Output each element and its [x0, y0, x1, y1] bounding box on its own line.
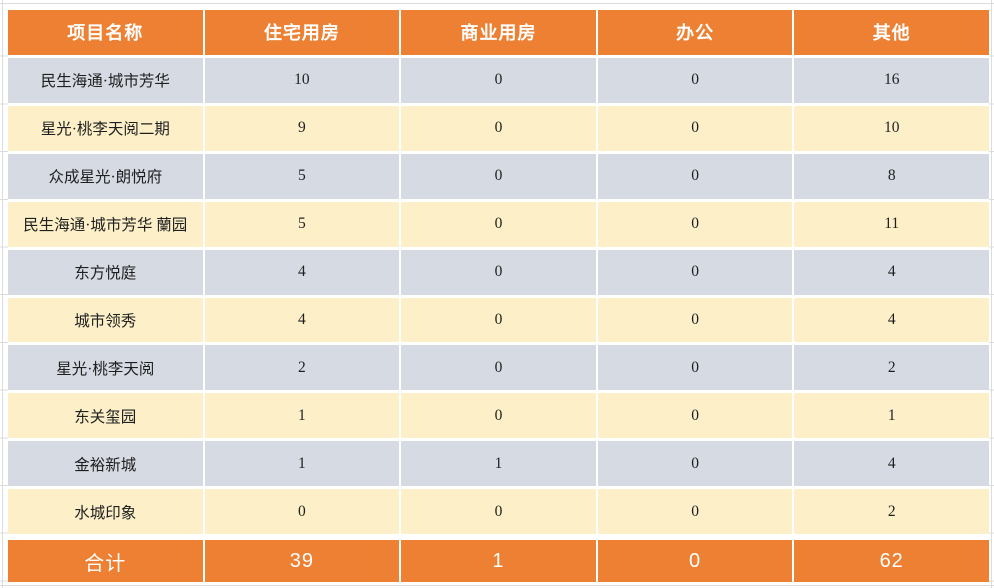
sheet-gridline-top	[0, 3, 994, 4]
row-9-value-2[interactable]: 0	[597, 489, 793, 535]
row-1-project-name[interactable]: 星光·桃李天阅二期	[8, 105, 203, 151]
row-8-value-2[interactable]: 0	[597, 441, 793, 487]
row-6-project-name[interactable]: 星光·桃李天阅	[8, 345, 203, 391]
row-2-project-name[interactable]: 众成星光·朗悦府	[8, 153, 203, 199]
row-7-value-0[interactable]: 1	[204, 393, 400, 439]
column-header-0[interactable]: 项目名称	[8, 10, 203, 55]
row-2-value-3[interactable]: 8	[794, 153, 989, 199]
row-5-project-name[interactable]: 城市领秀	[8, 297, 203, 343]
row-9-value-1[interactable]: 0	[401, 489, 596, 535]
row-8-project-name[interactable]: 金裕新城	[8, 441, 203, 487]
row-0-value-2[interactable]: 0	[597, 57, 793, 103]
row-6-value-0[interactable]: 2	[204, 345, 400, 391]
row-7-value-2[interactable]: 0	[597, 393, 793, 439]
row-1-value-1[interactable]: 0	[401, 105, 596, 151]
row-2-value-0[interactable]: 5	[204, 153, 400, 199]
total-row-value-1[interactable]: 1	[401, 537, 596, 582]
row-5-value-2[interactable]: 0	[597, 297, 793, 343]
row-3-project-name[interactable]: 民生海通·城市芳华 蘭园	[8, 201, 203, 247]
row-8-value-3[interactable]: 4	[794, 441, 989, 487]
total-row-label[interactable]: 合计	[8, 537, 203, 582]
row-7-value-1[interactable]: 0	[401, 393, 596, 439]
row-7-value-3[interactable]: 1	[794, 393, 989, 439]
column-header-2[interactable]: 商业用房	[401, 10, 596, 55]
row-4-value-2[interactable]: 0	[597, 249, 793, 295]
total-row-value-2[interactable]: 0	[597, 537, 793, 582]
row-8-value-0[interactable]: 1	[204, 441, 400, 487]
row-9-value-0[interactable]: 0	[204, 489, 400, 535]
sheet-gridline-bottom	[0, 585, 994, 586]
row-9-project-name[interactable]: 水城印象	[8, 489, 203, 535]
row-7-project-name[interactable]: 东关玺园	[8, 393, 203, 439]
row-1-value-2[interactable]: 0	[597, 105, 793, 151]
row-4-value-1[interactable]: 0	[401, 249, 596, 295]
row-0-value-3[interactable]: 16	[794, 57, 989, 103]
row-8-value-1[interactable]: 1	[401, 441, 596, 487]
row-3-value-2[interactable]: 0	[597, 201, 793, 247]
row-5-value-3[interactable]: 4	[794, 297, 989, 343]
row-5-value-0[interactable]: 4	[204, 297, 400, 343]
project-table: 项目名称 住宅用房 商业用房 办公 其他 民生海通·城市芳华 10 0 0 16 星光·桃李天阅二期…	[8, 10, 989, 582]
row-3-value-0[interactable]: 5	[204, 201, 400, 247]
row-0-value-0[interactable]: 10	[204, 57, 400, 103]
total-row-value-3[interactable]: 62	[794, 537, 989, 582]
row-0-value-1[interactable]: 0	[401, 57, 596, 103]
row-3-value-1[interactable]: 0	[401, 201, 596, 247]
row-9-value-3[interactable]: 2	[794, 489, 989, 535]
total-row-value-0[interactable]: 39	[204, 537, 400, 582]
row-1-value-0[interactable]: 9	[204, 105, 400, 151]
sheet-row-gridlines-left	[0, 9, 8, 583]
row-4-value-0[interactable]: 4	[204, 249, 400, 295]
column-header-3[interactable]: 办公	[597, 10, 793, 55]
column-header-1[interactable]: 住宅用房	[204, 10, 400, 55]
row-6-value-2[interactable]: 0	[597, 345, 793, 391]
row-2-value-1[interactable]: 0	[401, 153, 596, 199]
row-5-value-1[interactable]: 0	[401, 297, 596, 343]
row-0-project-name[interactable]: 民生海通·城市芳华	[8, 57, 203, 103]
row-3-value-3[interactable]: 11	[794, 201, 989, 247]
column-header-4[interactable]: 其他	[794, 10, 989, 55]
row-6-value-1[interactable]: 0	[401, 345, 596, 391]
sheet-row-gridlines-right	[989, 9, 994, 583]
row-2-value-2[interactable]: 0	[597, 153, 793, 199]
row-4-value-3[interactable]: 4	[794, 249, 989, 295]
row-4-project-name[interactable]: 东方悦庭	[8, 249, 203, 295]
row-1-value-3[interactable]: 10	[794, 105, 989, 151]
row-6-value-3[interactable]: 2	[794, 345, 989, 391]
